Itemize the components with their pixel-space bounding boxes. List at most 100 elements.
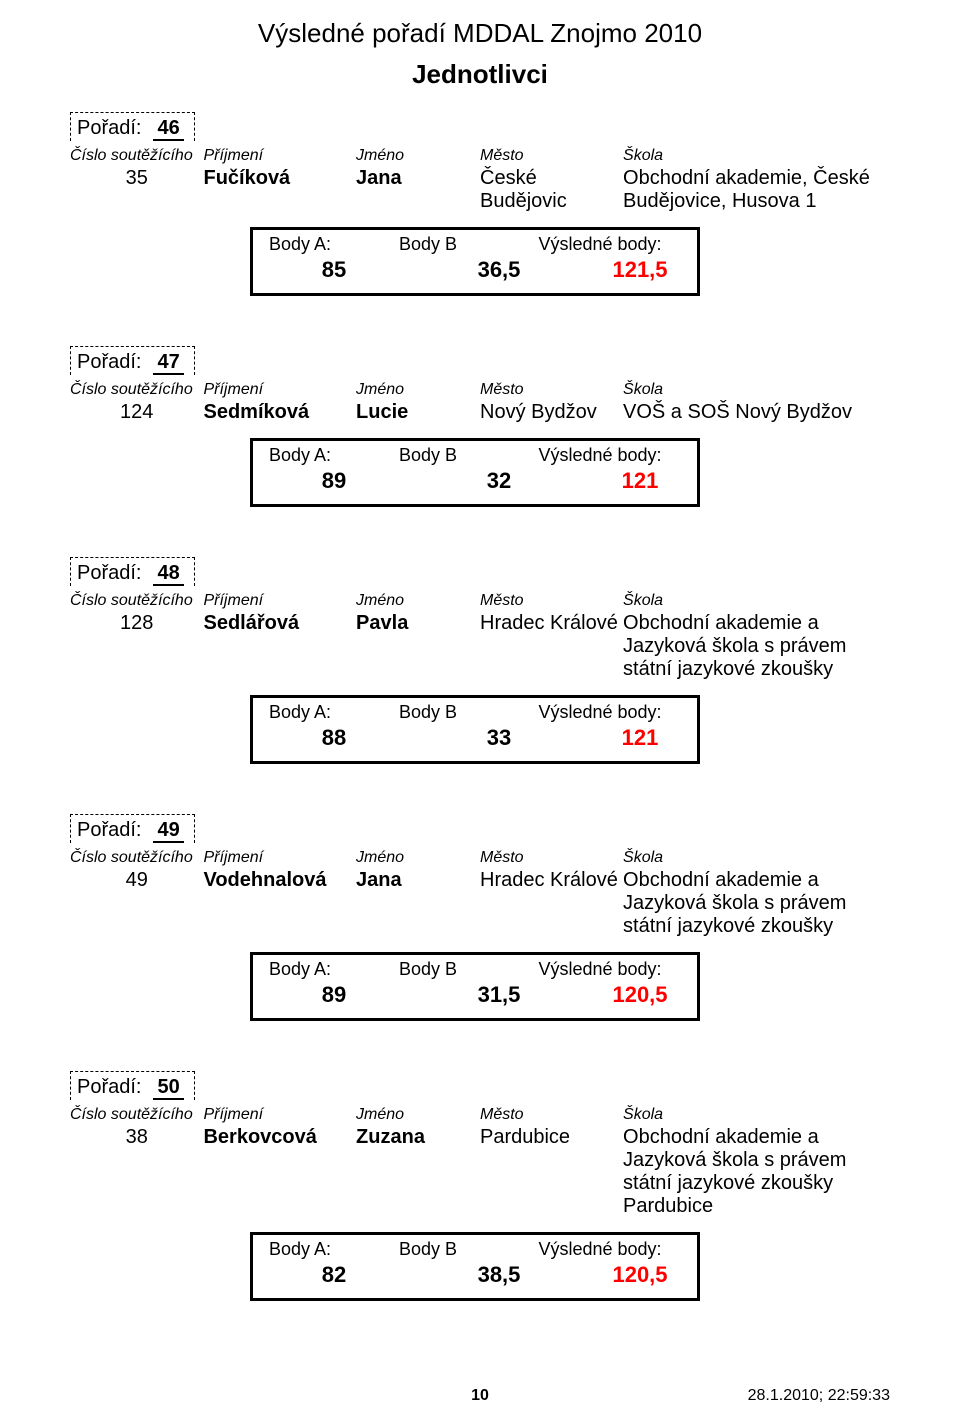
score-values: 85 36,5 121,5 [269, 257, 681, 283]
rank-value: 46 [153, 117, 183, 141]
score-box: Body A: Body B Výsledné body: 85 36,5 12… [250, 227, 700, 296]
score-value-result: 121,5 [599, 257, 681, 283]
competitor-surname: Sedmíková [203, 401, 356, 424]
col-header-cislo: Číslo soutěžícího [70, 1106, 203, 1124]
document-subtitle: Jednotlivci [70, 59, 890, 90]
rank-label: Pořadí: [77, 562, 141, 584]
score-headers: Body A: Body B Výsledné body: [269, 702, 681, 723]
competitor-city: České Budějovic [480, 167, 623, 213]
competitor-school: Obchodní akademie a Jazyková škola s prá… [623, 869, 890, 938]
rank-box: Pořadí:49 [70, 814, 195, 843]
score-value-result: 121 [599, 725, 681, 751]
rank-box: Pořadí: 46 [70, 112, 195, 141]
score-box: Body A: Body B Výsledné body: 88 33 121 [250, 695, 700, 764]
col-header-cislo: Číslo soutěžícího [70, 147, 203, 165]
score-header-result: Výsledné body: [519, 1239, 681, 1260]
score-value-b: 31,5 [439, 982, 599, 1008]
competitor-school: Obchodní akademie a Jazyková škola s prá… [623, 612, 890, 681]
result-entry: Pořadí: 50 Číslo soutěžícího Příjmení Jmé… [70, 1071, 890, 1301]
rank-box: Pořadí: 50 [70, 1071, 195, 1100]
score-header-b: Body B [399, 702, 519, 723]
score-value-b: 32 [439, 468, 599, 494]
competitor-row: 128 Sedlářová Pavla Hradec Králové Obcho… [70, 612, 890, 681]
result-entry: Pořadí: 46 Číslo soutěžícího Příjmení Jmé… [70, 112, 890, 296]
score-header-result: Výsledné body: [519, 702, 681, 723]
score-header-a: Body A: [269, 234, 399, 255]
score-value-a: 88 [269, 725, 439, 751]
score-header-b: Body B [399, 959, 519, 980]
score-value-a: 89 [269, 982, 439, 1008]
rank-box: Pořadí: 47 [70, 346, 195, 375]
score-header-a: Body A: [269, 445, 399, 466]
rank-label: Pořadí: [77, 351, 141, 373]
score-value-result: 120,5 [599, 1262, 681, 1288]
competitor-surname: Vodehnalová [203, 869, 356, 892]
col-header-prijmeni: Příjmení [203, 147, 356, 165]
competitor-city: Hradec Králové [480, 869, 623, 892]
competitor-surname: Sedlářová [203, 612, 356, 635]
rank-value: 48 [153, 562, 183, 586]
col-header-cislo: Číslo soutěžícího [70, 592, 203, 610]
score-header-result: Výsledné body: [519, 234, 681, 255]
col-header-jmeno: Jméno [356, 381, 480, 399]
col-header-skola: Škola [623, 381, 890, 399]
score-value-a: 89 [269, 468, 439, 494]
competitor-firstname: Zuzana [356, 1126, 480, 1149]
score-value-b: 38,5 [439, 1262, 599, 1288]
col-header-mesto: Město [480, 849, 623, 867]
col-header-jmeno: Jméno [356, 849, 480, 867]
score-headers: Body A: Body B Výsledné body: [269, 234, 681, 255]
score-header-a: Body A: [269, 1239, 399, 1260]
column-headers: Číslo soutěžícího Příjmení Jméno Město Š… [70, 849, 890, 867]
col-header-cislo: Číslo soutěžícího [70, 849, 203, 867]
footer-timestamp: 28.1.2010; 22:59:33 [617, 1387, 890, 1405]
competitor-number: 49 [70, 869, 203, 892]
result-entry: Pořadí: 48 Číslo soutěžícího Příjmení Jmé… [70, 557, 890, 764]
score-header-b: Body B [399, 445, 519, 466]
competitor-firstname: Jana [356, 869, 480, 892]
competitor-surname: Fučíková [203, 167, 356, 190]
col-header-skola: Škola [623, 1106, 890, 1124]
col-header-jmeno: Jméno [356, 147, 480, 165]
score-value-a: 82 [269, 1262, 439, 1288]
score-values: 89 31,5 120,5 [269, 982, 681, 1008]
col-header-prijmeni: Příjmení [203, 1106, 356, 1124]
rank-value: 47 [153, 351, 183, 375]
competitor-city: Hradec Králové [480, 612, 623, 635]
score-values: 88 33 121 [269, 725, 681, 751]
column-headers: Číslo soutěžícího Příjmení Jméno Město Š… [70, 381, 890, 399]
score-header-a: Body A: [269, 702, 399, 723]
footer-page-number: 10 [343, 1387, 616, 1405]
col-header-mesto: Město [480, 147, 623, 165]
competitor-row: 49 Vodehnalová Jana Hradec Králové Obcho… [70, 869, 890, 938]
col-header-prijmeni: Příjmení [203, 381, 356, 399]
score-value-b: 36,5 [439, 257, 599, 283]
competitor-row: 35 Fučíková Jana České Budějovic Obchodn… [70, 167, 890, 213]
score-header-b: Body B [399, 1239, 519, 1260]
col-header-skola: Škola [623, 592, 890, 610]
column-headers: Číslo soutěžícího Příjmení Jméno Město Š… [70, 592, 890, 610]
score-header-result: Výsledné body: [519, 445, 681, 466]
col-header-prijmeni: Příjmení [203, 849, 356, 867]
rank-label: Pořadí: [77, 117, 141, 139]
col-header-cislo: Číslo soutěžícího [70, 381, 203, 399]
rank-value: 50 [153, 1076, 183, 1100]
score-header-b: Body B [399, 234, 519, 255]
rank-label: Pořadí: [77, 819, 141, 841]
competitor-city: Pardubice [480, 1126, 623, 1149]
col-header-jmeno: Jméno [356, 1106, 480, 1124]
rank-box: Pořadí: 48 [70, 557, 195, 586]
score-header-result: Výsledné body: [519, 959, 681, 980]
competitor-city: Nový Bydžov [480, 401, 623, 424]
competitor-school: VOŠ a SOŠ Nový Bydžov [623, 401, 890, 424]
col-header-skola: Škola [623, 147, 890, 165]
competitor-school: Obchodní akademie, České Budějovice, Hus… [623, 167, 890, 213]
rank-label: Pořadí: [77, 1076, 141, 1098]
entries-container: Pořadí: 46 Číslo soutěžícího Příjmení Jmé… [70, 112, 890, 1301]
score-headers: Body A: Body B Výsledné body: [269, 959, 681, 980]
col-header-mesto: Město [480, 381, 623, 399]
score-value-b: 33 [439, 725, 599, 751]
competitor-school: Obchodní akademie a Jazyková škola s prá… [623, 1126, 890, 1218]
competitor-row: 124 Sedmíková Lucie Nový Bydžov VOŠ a SO… [70, 401, 890, 424]
score-header-a: Body A: [269, 959, 399, 980]
